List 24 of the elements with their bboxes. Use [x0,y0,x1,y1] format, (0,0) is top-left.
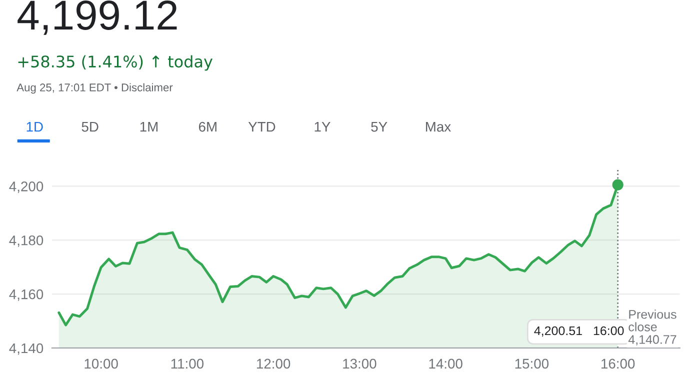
x-tick-label: 11:00 [171,358,204,369]
text: 6M [198,122,216,132]
x-tick-label: 13:00 [343,358,376,369]
text: 5Y [371,122,388,132]
y-tick-label: 4,140 [9,343,44,355]
chart-subtitle: +58.35 (1.41%) ↑ today [18,55,212,71]
chart-title: 4,199.12 [18,0,177,35]
y-tick-label: 4,180 [9,235,44,247]
text: 1D [26,122,43,132]
text: Max [426,122,451,132]
text: YTD [248,122,276,132]
annotation: Previous close 4,140.77 [628,310,676,346]
x-tick-label: 12:00 [257,358,290,369]
text: 1Y [314,122,330,132]
x-tick-label: 10:00 [84,358,118,369]
text: 5D [82,122,98,132]
x-tick-label: 15:00 [515,358,549,369]
text: 1M [140,122,158,132]
annotation: 4,200.51 16:00 [534,326,624,337]
y-tick-label: 4,200 [9,182,44,193]
x-tick-label: 16:00 [602,358,635,369]
text: Aug 25, 17:01 EDT • Disclaimer [16,83,173,94]
x-tick-label: 14:00 [429,358,462,369]
y-tick-label: 4,160 [9,289,44,301]
